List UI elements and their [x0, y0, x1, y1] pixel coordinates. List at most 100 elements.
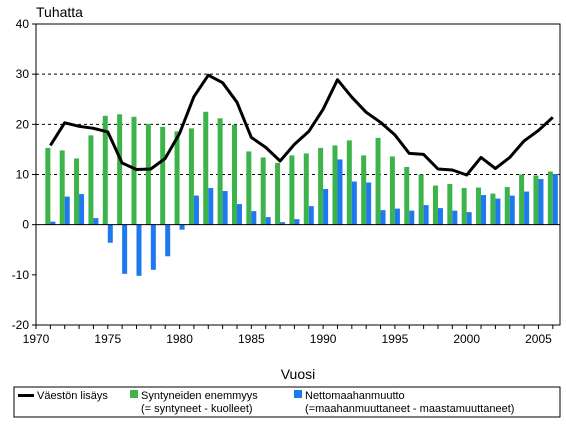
bar-net-migration — [481, 195, 487, 225]
bar-natural-increase — [174, 131, 180, 225]
bar-natural-increase — [547, 171, 553, 225]
bar-natural-increase — [289, 155, 295, 225]
bar-net-migration — [466, 212, 472, 225]
legend-swatch-natural-increase — [130, 390, 138, 398]
bar-net-migration — [294, 219, 300, 225]
y-tick-labels: -20 -10 0 10 20 30 40 — [12, 17, 36, 332]
bar-net-migration — [509, 195, 515, 225]
bar-natural-increase — [45, 147, 51, 225]
bar-net-migration — [179, 224, 185, 230]
bar-natural-increase — [504, 187, 510, 225]
bar-natural-increase — [59, 150, 65, 225]
bar-net-migration — [538, 179, 544, 225]
legend-label-net-migration: Nettomaahanmuutto — [305, 390, 405, 402]
bar-net-migration — [64, 196, 70, 225]
legend-box — [13, 386, 561, 418]
bar-net-migration — [79, 194, 85, 225]
y-tick-label: 30 — [16, 67, 30, 81]
bar-natural-increase — [231, 124, 237, 225]
bar-net-migration — [308, 206, 314, 225]
bars-layer — [45, 111, 558, 276]
bar-natural-increase — [533, 175, 539, 225]
bar-natural-increase — [375, 137, 381, 225]
bar-natural-increase — [102, 115, 108, 225]
bar-net-migration — [265, 217, 271, 225]
bar-natural-increase — [476, 187, 482, 225]
bar-natural-increase — [260, 157, 266, 225]
bar-natural-increase — [332, 145, 338, 225]
line-layer — [49, 73, 554, 177]
bar-net-migration — [423, 205, 429, 225]
bar-net-migration — [280, 222, 286, 225]
bar-net-migration — [136, 224, 142, 276]
bar-net-migration — [107, 224, 113, 243]
bar-net-migration — [236, 204, 242, 225]
bar-net-migration — [208, 188, 214, 225]
bar-natural-increase — [389, 156, 395, 225]
legend-swatch-net-migration — [294, 390, 302, 398]
y-tick-label: -10 — [12, 268, 30, 282]
y-axis-title: Tuhatta — [36, 4, 83, 20]
x-tick-label: 1995 — [382, 332, 409, 346]
bar-natural-increase — [117, 114, 123, 225]
bar-natural-increase — [275, 162, 281, 225]
x-tick-labels: 1970 1975 1980 1985 1990 1995 2000 2005 — [23, 325, 554, 346]
bar-natural-increase — [519, 174, 525, 225]
line-population-growth — [49, 73, 554, 177]
y-tick-label: -20 — [12, 318, 30, 332]
bar-natural-increase — [160, 126, 166, 225]
bar-net-migration — [337, 159, 343, 225]
bar-net-migration — [452, 210, 458, 225]
bar-net-migration — [251, 211, 257, 225]
bar-natural-increase — [88, 135, 94, 225]
bar-net-migration — [394, 208, 400, 225]
y-tick-label: 20 — [16, 117, 30, 131]
bar-net-migration — [150, 224, 156, 270]
bar-net-migration — [409, 210, 415, 225]
bar-natural-increase — [461, 188, 467, 225]
bar-natural-increase — [318, 147, 324, 225]
legend-label-natural-increase: Syntyneiden enemmyys — [141, 390, 258, 402]
bar-natural-increase — [490, 193, 496, 225]
bar-natural-increase — [145, 123, 151, 225]
bar-net-migration — [366, 182, 372, 225]
bar-natural-increase — [203, 111, 209, 225]
bar-net-migration — [495, 198, 501, 225]
bar-natural-increase — [404, 166, 410, 225]
bar-natural-increase — [346, 140, 352, 225]
legend: Väestön lisäys Syntyneiden enemmyys (= s… — [13, 386, 561, 418]
bar-net-migration — [222, 191, 228, 225]
x-tick-label: 1985 — [238, 332, 265, 346]
legend-label-population-growth: Väestön lisäys — [37, 390, 108, 402]
bar-natural-increase — [361, 155, 367, 225]
bar-net-migration — [380, 210, 386, 225]
bar-natural-increase — [246, 151, 252, 225]
bar-net-migration — [93, 218, 99, 225]
bar-natural-increase — [217, 118, 223, 225]
bar-natural-increase — [131, 116, 137, 225]
bar-natural-increase — [418, 174, 424, 225]
legend-note-natural-increase: (= syntyneet - kuolleet) — [141, 403, 253, 415]
bar-natural-increase — [188, 128, 194, 225]
y-tick-label: 40 — [16, 17, 30, 31]
bar-natural-increase — [432, 185, 438, 225]
x-axis-title: Vuosi — [281, 366, 316, 382]
x-tick-label: 1990 — [310, 332, 337, 346]
bar-net-migration — [165, 224, 171, 257]
bar-net-migration — [193, 195, 199, 225]
x-tick-label: 1980 — [166, 332, 193, 346]
bar-net-migration — [437, 208, 443, 225]
x-tick-label: 1970 — [23, 332, 50, 346]
y-tick-label: 0 — [22, 218, 29, 232]
legend-note-net-migration: (=maahanmuuttaneet - maastamuuttaneet) — [305, 403, 514, 415]
bar-net-migration — [122, 224, 128, 274]
bar-natural-increase — [303, 153, 309, 225]
y-tick-label: 10 — [16, 168, 30, 182]
bar-natural-increase — [447, 184, 453, 225]
bar-net-migration — [524, 191, 530, 225]
x-tick-label: 2000 — [453, 332, 480, 346]
bar-net-migration — [50, 221, 56, 225]
bar-net-migration — [323, 189, 329, 225]
